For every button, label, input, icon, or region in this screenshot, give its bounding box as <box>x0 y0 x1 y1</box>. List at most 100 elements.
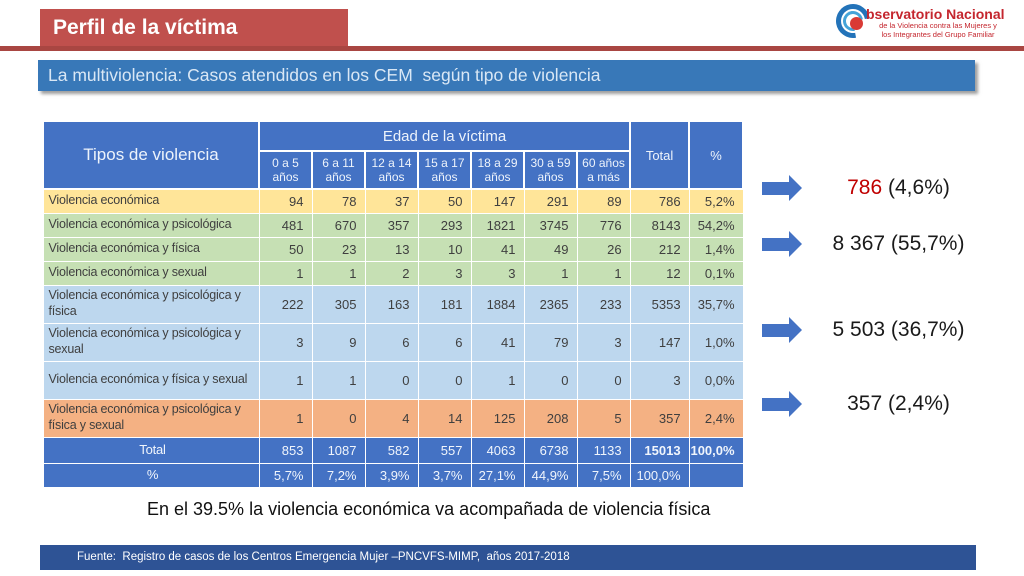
table-row: Violencia económica y sexual 1 1 2 3 3 1 1 12 0,1… <box>42 260 744 286</box>
cell-value: 37 <box>364 188 419 214</box>
table-row: Violencia económica y física y sexual 1 1 0… <box>42 360 744 400</box>
cell-value: 14 <box>417 398 472 438</box>
cell-value: 100,0% <box>688 436 744 464</box>
cell-value: 3 <box>629 360 690 400</box>
cell-value: 3 <box>417 260 472 286</box>
cell-value: 357 <box>629 398 690 438</box>
cell-value: 10 <box>417 236 472 262</box>
col-header-age: 0 a 5 años <box>258 150 313 190</box>
callout-tres-tipos: 5 503 (36,7%) <box>756 316 1008 343</box>
cell-value: 49 <box>523 236 578 262</box>
cell-value: 1 <box>258 260 313 286</box>
cell-value: 7,2% <box>311 462 366 488</box>
observatorio-logo: bservatorio Nacional de la Violencia con… <box>829 0 1010 45</box>
cell-value: 0 <box>311 398 366 438</box>
cell-value: 1884 <box>470 284 525 324</box>
cell-value: 125 <box>470 398 525 438</box>
cell-value: 291 <box>523 188 578 214</box>
cell-value: 0,0% <box>688 360 744 400</box>
cell-value: 100,0% <box>629 462 690 488</box>
right-arrow-icon <box>762 316 802 343</box>
cell-value: 50 <box>258 236 313 262</box>
cell-value: 2 <box>364 260 419 286</box>
cell-value: 50 <box>417 188 472 214</box>
cell-value: 89 <box>576 188 631 214</box>
cell-value: 2365 <box>523 284 578 324</box>
cell-value: 4 <box>364 398 419 438</box>
cell-value: 3 <box>470 260 525 286</box>
callout-dos-tipos: 8 367 (55,7%) <box>756 230 1008 257</box>
callout-economica: 786 (4,6%) <box>756 174 1008 201</box>
callout-cuatro-tipos: 357 (2,4%) <box>756 390 1008 417</box>
cell-value <box>688 462 744 488</box>
callout-value: 357 <box>847 392 883 415</box>
logo-subtitle-line1: de la Violencia contra las Mujeres y <box>879 21 997 30</box>
cell-value: 481 <box>258 212 313 238</box>
page-title: Perfil de la víctima <box>40 9 348 47</box>
cell-value: 5,2% <box>688 188 744 214</box>
cell-value: 5353 <box>629 284 690 324</box>
callout-pct: (2,4%) <box>882 392 950 415</box>
cell-value: 79 <box>523 322 578 362</box>
col-header-total: Total <box>629 120 691 190</box>
cell-value: 1,4% <box>688 236 744 262</box>
col-group-header-edad: Edad de la víctima <box>257 120 632 152</box>
cell-value: 147 <box>629 322 690 362</box>
cell-value: 7,5% <box>576 462 631 488</box>
col-header-tipos-de-violencia: Tipos de violencia <box>42 120 260 190</box>
cell-value: 181 <box>417 284 472 324</box>
cell-value: 0 <box>417 360 472 400</box>
cell-value: 147 <box>470 188 525 214</box>
cell-value: 357 <box>364 212 419 238</box>
cell-value: 670 <box>311 212 366 238</box>
cell-value: 853 <box>258 436 313 464</box>
cell-value: 3,9% <box>364 462 419 488</box>
row-label: Violencia económica y psicológica y físi… <box>42 398 260 438</box>
cell-value: 786 <box>629 188 690 214</box>
cell-value: 776 <box>576 212 631 238</box>
cell-value: 8143 <box>629 212 690 238</box>
table-body: Violencia económica 94 78 37 50 147 291 89 786 5,… <box>42 188 744 488</box>
cell-value: 1 <box>523 260 578 286</box>
percent-row: % 5,7% 7,2% 3,9% 3,7% 27,1% 44,9% 7,5% 100,0% <box>42 462 744 488</box>
cell-value: 94 <box>258 188 313 214</box>
cell-value: 1 <box>311 260 366 286</box>
callout-pct: (55,7%) <box>885 232 965 255</box>
table-row: Violencia económica y psicológica y sexu… <box>42 322 744 362</box>
cell-value: 1087 <box>311 436 366 464</box>
cell-value: 44,9% <box>523 462 578 488</box>
col-header-age: 30 a 59 años <box>523 150 578 190</box>
right-arrow-icon <box>762 230 802 257</box>
callout-pct: (4,6%) <box>882 176 950 199</box>
cell-value: 0,1% <box>688 260 744 286</box>
row-label: Violencia económica <box>42 188 260 214</box>
source-footer: Fuente: Registro de casos de los Centros… <box>40 545 976 570</box>
table-row: Violencia económica 94 78 37 50 147 291 89 786 5,… <box>42 188 744 214</box>
row-label: Violencia económica y psicológica y físi… <box>42 284 260 324</box>
cell-value: 1 <box>311 360 366 400</box>
row-label: Violencia económica y física <box>42 236 260 262</box>
callout-pct: (36,7%) <box>885 318 965 341</box>
table-row: Violencia económica y psicológica y físi… <box>42 284 744 324</box>
table-row: Violencia económica y psicológica 481 670 3… <box>42 212 744 238</box>
logo-subtitle-line2: los Integrantes del Grupo Familiar <box>881 29 995 39</box>
cell-value: 0 <box>523 360 578 400</box>
callout-value: 786 <box>847 176 883 199</box>
cell-value: 41 <box>470 236 525 262</box>
violence-by-age-table: Tipos de violencia Edad de la víctima To… <box>42 120 745 488</box>
cell-value: 293 <box>417 212 472 238</box>
col-header-age: 15 a 17 años <box>417 150 472 190</box>
cell-value: 212 <box>629 236 690 262</box>
col-header-age: 60 años a más <box>575 150 632 190</box>
cell-value: 9 <box>311 322 366 362</box>
row-label: Total <box>42 436 260 464</box>
table-row: Violencia económica y física 50 23 13 10 41 49… <box>42 236 744 262</box>
cell-value: 6 <box>364 322 419 362</box>
age-columns-header-row: 0 a 5 años 6 a 11 años 12 a 14 años 15 a 17… <box>43 150 743 190</box>
cell-value: 3 <box>258 322 313 362</box>
total-row: Total 853 1087 582 557 4063 6738 1133 15013 100,0… <box>42 436 744 464</box>
logo-text: bservatorio Nacional de la Violencia con… <box>866 7 1010 39</box>
cell-value: 6738 <box>523 436 578 464</box>
row-label: Violencia económica y psicológica <box>42 212 260 238</box>
cell-value: 1133 <box>576 436 631 464</box>
